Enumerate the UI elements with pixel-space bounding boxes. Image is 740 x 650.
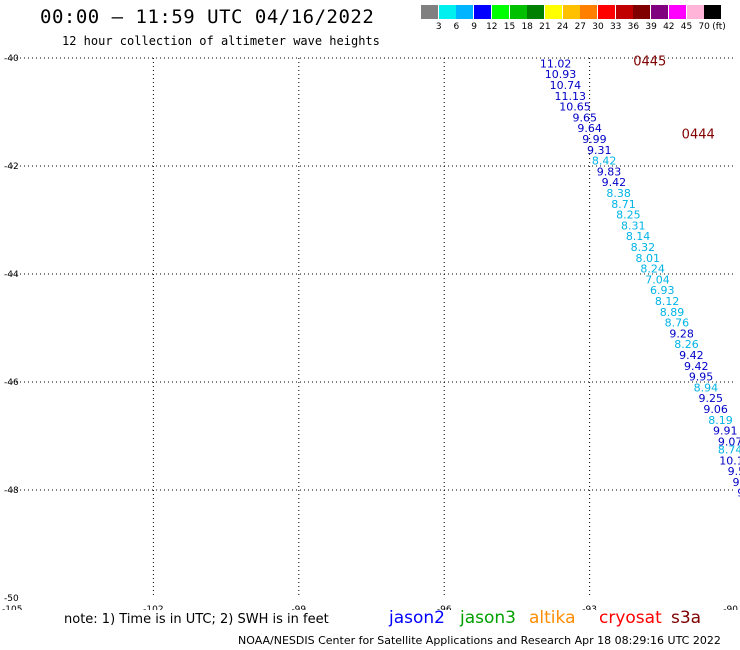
wave-height-value: 9.31 [587, 144, 612, 157]
latitude-label: -50 [4, 594, 19, 604]
color-swatch [668, 5, 686, 19]
wave-height-value: 8.31 [621, 219, 646, 232]
wave-height-value: 10.10 [719, 454, 740, 467]
wave-height-value: 9.56 [728, 465, 740, 478]
wave-height-value: 6.93 [650, 284, 675, 297]
longitude-label: -105 [2, 605, 22, 610]
units-note: note: 1) Time is in UTC; 2) SWH is in fe… [64, 612, 329, 627]
wave-height-value: 8.94 [694, 381, 719, 394]
satellite-name: cryosat [599, 608, 662, 628]
wave-height-value: 8.32 [631, 241, 656, 254]
credit-line: NOAA/NESDIS Center for Satellite Applica… [238, 634, 721, 647]
wave-height-value: 8.71 [611, 198, 636, 211]
wave-height-map: -40 -42 -44 -46 -48 -50-105 -102 -99 -96 -93 -90 11… [2, 54, 740, 610]
wave-height-value: 9.91 [713, 425, 738, 438]
color-scale-unit: (ft) [712, 22, 726, 32]
wave-height-value: 9.55 [737, 487, 740, 500]
color-swatch [474, 5, 492, 19]
wave-height-value: 9.64 [577, 122, 602, 135]
wave-height-value: 9.28 [669, 327, 694, 340]
color-swatch [704, 5, 722, 19]
color-swatch [651, 5, 669, 19]
pass-time-label: 0445 [633, 55, 666, 70]
color-swatch [562, 5, 580, 19]
color-swatch [509, 5, 527, 19]
wave-height-value: 8.38 [606, 187, 631, 200]
satellite-name: jason2 [389, 608, 445, 628]
wave-height-value: 10.74 [550, 79, 582, 92]
color-swatch [633, 5, 651, 19]
pass-time-label: 0444 [682, 128, 715, 143]
color-scale-tick: 21 [539, 22, 551, 32]
wave-height-value: 9.95 [689, 371, 714, 384]
wave-height-value: 8.89 [660, 306, 685, 319]
wave-height-value: 9.42 [679, 349, 704, 362]
latitude-label: -42 [4, 162, 19, 172]
color-scale-tick: 12 [486, 22, 498, 32]
wave-height-value: 8.24 [640, 263, 665, 276]
wave-height-value: 8.01 [636, 252, 661, 265]
wave-height-value: 8.76 [665, 317, 690, 330]
color-scale-tick: 9 [471, 22, 477, 32]
wave-height-value: 8.14 [626, 230, 651, 243]
color-swatch [598, 5, 615, 19]
longitude-label: -99 [291, 605, 306, 610]
satellite-name: altika [529, 608, 576, 628]
latitude-label: -44 [4, 270, 19, 280]
wave-height-value: 9.99 [582, 133, 607, 146]
color-scale-tick: 45 [680, 22, 693, 32]
color-swatch [421, 5, 438, 19]
color-scale-tick: 42 [663, 22, 675, 32]
wave-height-value: 9.43 [732, 476, 740, 489]
color-swatch [527, 5, 545, 19]
color-scale-tick: 39 [645, 22, 657, 32]
longitude-label: -90 [723, 605, 738, 610]
color-scale-tick: 27 [574, 22, 587, 32]
color-swatch [456, 5, 474, 19]
wave-height-value: 8.25 [616, 209, 641, 222]
color-scale-tick: 30 [592, 22, 604, 32]
wave-height-value: 8.12 [655, 295, 680, 308]
wave-height-value: 9.25 [699, 392, 724, 405]
wave-height-value: 8.19 [708, 414, 733, 427]
longitude-label: -93 [582, 605, 597, 610]
color-swatch [686, 5, 704, 19]
wave-height-value: 11.13 [554, 90, 586, 103]
color-swatch [544, 5, 562, 19]
color-scale-tick: 3 [435, 22, 442, 32]
color-swatch [438, 5, 456, 19]
color-scale-tick: 18 [521, 22, 533, 32]
latitude-label: -40 [4, 54, 19, 64]
wave-height-value: 10.93 [545, 68, 577, 81]
wave-height-value: 10.65 [559, 101, 591, 114]
color-swatch [580, 5, 598, 19]
satellite-name: s3a [671, 608, 702, 628]
latitude-label: -46 [4, 378, 19, 388]
wave-height-value: 9.42 [602, 176, 627, 189]
wave-height-value: 7.04 [645, 273, 670, 286]
wave-height-value: 8.26 [674, 338, 699, 351]
color-swatch [491, 5, 509, 19]
color-scale-tick: 33 [609, 22, 622, 32]
color-scale-tick: 36 [627, 22, 640, 32]
wave-height-value: 8.74 [718, 444, 740, 457]
map-title: 00:00 – 11:59 UTC 04/16/2022 [40, 6, 375, 28]
longitude-label: -102 [143, 605, 163, 610]
latitude-label: -48 [4, 486, 19, 496]
color-scale-tick: 24 [556, 22, 569, 32]
wave-height-value: 9.65 [573, 111, 598, 124]
color-scale-tick: 15 [503, 22, 516, 32]
wave-height-value: 9.42 [684, 360, 709, 373]
wave-height-value: 9.83 [597, 165, 622, 178]
satellite-name: jason3 [460, 608, 516, 628]
map-subtitle: 12 hour collection of altimeter wave hei… [62, 34, 380, 48]
longitude-label: -96 [437, 605, 452, 610]
wave-height-value: 9.07 [718, 435, 740, 448]
wave-height-value: 11.02 [540, 57, 572, 70]
color-scale-tick: 70 [698, 22, 710, 32]
color-swatch [615, 5, 633, 19]
color-scale-tick: 6 [453, 22, 460, 32]
wave-height-value: 8.42 [592, 155, 617, 168]
wave-height-value: 9.06 [703, 403, 728, 416]
